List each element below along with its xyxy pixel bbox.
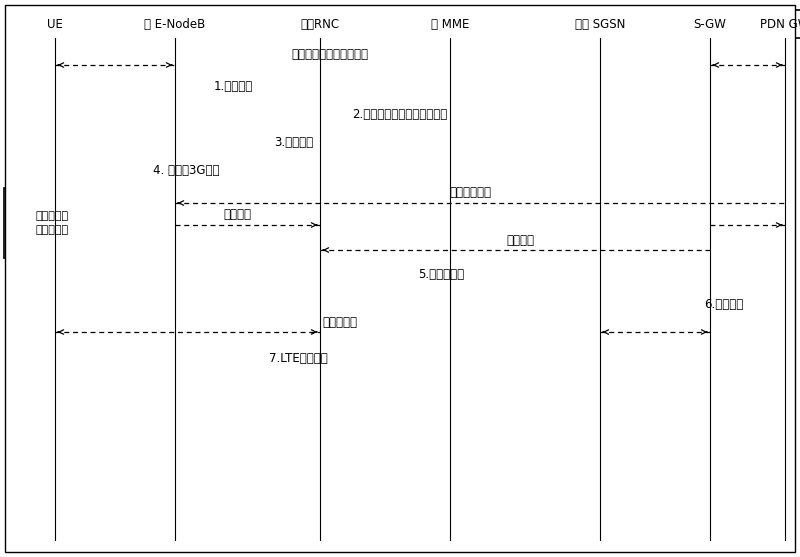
Text: 7.LTE资源释放: 7.LTE资源释放 [269,353,328,365]
Text: 6.承载更新: 6.承载更新 [704,297,743,310]
Text: 下行分组数据: 下行分组数据 [449,187,491,199]
Text: 3.开始切换: 3.开始切换 [274,135,313,149]
Text: 1.切换发起: 1.切换发起 [214,80,253,92]
Bar [742,10,800,38]
Bar [12,103,787,125]
Bar [12,159,360,181]
Bar [558,10,642,38]
Text: 直接转发: 直接转发 [223,208,251,222]
Text: 4. 接入到3G系统: 4. 接入到3G系统 [153,164,219,177]
Text: S-GW: S-GW [694,17,726,31]
Text: 切换前上行和下行分组数: 切换前上行和下行分组数 [291,48,369,61]
Bar [407,10,493,38]
Text: 目标 SGSN: 目标 SGSN [575,17,625,31]
Bar [132,345,465,373]
Bar [4,188,100,258]
Text: 源 MME: 源 MME [431,17,469,31]
Text: 5.重定位完成: 5.重定位完成 [418,267,464,281]
Bar [278,10,362,38]
Text: 2.重定位开始、建立转发通道: 2.重定位开始、建立转发通道 [352,108,447,120]
Text: 源 E-NodeB: 源 E-NodeB [144,17,206,31]
Text: 上下行分组: 上下行分组 [322,315,358,329]
Bar [132,131,455,153]
Text: UE: UE [47,17,63,31]
Text: 间接转发: 间接转发 [506,233,534,247]
Bar [277,263,605,285]
Bar [667,10,753,38]
Text: PDN GW: PDN GW [760,17,800,31]
Bar [660,290,787,318]
Bar [13,10,98,38]
Text: 目标RNC: 目标RNC [301,17,339,31]
Bar [12,75,455,97]
Bar [133,10,218,38]
Text: 可以进行上
行数据发送: 可以进行上 行数据发送 [35,211,69,235]
